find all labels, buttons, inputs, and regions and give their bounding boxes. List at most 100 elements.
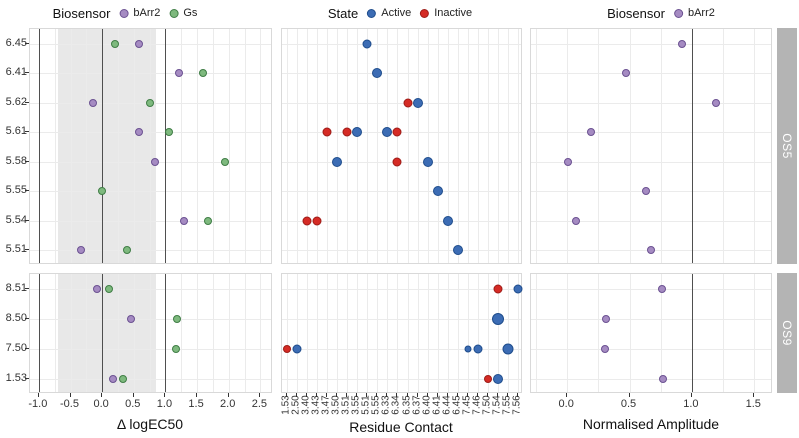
gridline [487,274,489,392]
data-point-red [403,98,413,108]
gridline [427,29,429,263]
facet-strip-os5: OS5 [777,28,797,264]
data-point-blue [452,245,463,256]
gridline [387,29,389,263]
y-tick-label: 5.51 [5,243,27,256]
data-point-purple [135,39,144,48]
x-tick-label: 1.5 [745,398,761,410]
y-tick-mark [25,42,29,44]
data-point-purple [127,315,136,323]
gridline [30,319,271,320]
data-point-blue [492,374,503,384]
gridline [327,29,329,263]
data-point-green [220,157,229,166]
x-tick-mark [496,393,498,397]
data-point-green [172,345,181,353]
data-point-purple [93,285,102,293]
gridline [347,274,349,392]
gridline [317,29,319,263]
gridline [30,161,271,163]
gridline [629,29,631,263]
x-tick-label: 0.5 [125,398,141,410]
gridline [149,274,151,392]
gs-dot-icon [169,8,179,18]
x-tick-mark [426,393,428,397]
data-point-purple [564,157,573,166]
gridline [70,274,72,392]
gridline [197,274,199,392]
x-axis-title-normalised-amplitude: Normalised Amplitude [582,416,720,432]
gridline [723,274,725,392]
x-tick-mark [386,393,388,397]
x-tick-label: -1.0 [28,398,48,410]
x-tick-mark [356,393,358,397]
data-point-blue [422,156,433,167]
x-tick-label: 0.0 [558,398,574,410]
gridline [117,274,119,392]
gridline [30,349,271,350]
gridline [149,29,151,263]
gridline [197,29,199,263]
data-point-purple [657,285,666,293]
data-point-purple [641,187,650,196]
reference-line-1 [691,29,693,263]
gridline [133,274,135,392]
active-dot-icon [367,8,377,18]
x-tick-mark [69,393,71,397]
gridline [228,274,230,392]
barr2-dot-icon [673,8,683,18]
gridline [212,274,214,392]
gridline [531,102,771,104]
legend-item-gs: Gs [169,7,197,19]
reference-line-0 [102,29,104,263]
gridline [287,274,289,392]
data-point-blue [372,68,383,79]
y-tick-label: 5.61 [5,125,27,138]
x-tick-mark [227,393,229,397]
gridline [30,43,271,45]
x-tick-label: 2.0 [220,398,236,410]
x-tick-mark [486,393,488,397]
x-tick-mark [436,393,438,397]
x-tick-mark [416,393,418,397]
data-point-red [283,345,292,353]
gridline [531,220,771,222]
gridline [387,274,389,392]
data-point-red [342,127,352,137]
panel-os5-0 [29,28,272,264]
gridline [517,29,519,263]
gridline [30,289,271,290]
data-point-blue [332,156,343,167]
gridline [407,29,409,263]
gridline [531,132,771,134]
gridline [117,29,119,263]
x-tick-label: 7.56 [511,395,523,415]
gridline [357,29,359,263]
x-tick-label: 1.0 [156,398,173,410]
gridline [367,274,369,392]
gridline [282,220,521,222]
data-point-blue [412,97,423,108]
y-tick-mark [25,101,29,103]
x-axis-title-logec50: Δ logEC50 [116,416,184,432]
x-tick-mark [196,393,198,397]
legend-title: Biosensor [607,5,665,21]
gridline [487,29,489,263]
gridline [282,250,521,252]
x-tick-mark [37,393,39,397]
data-point-purple [89,98,98,107]
legend-item-inactive: Inactive [420,7,472,19]
x-tick-mark [628,393,630,397]
gridline [447,274,449,392]
y-tick-label: 8.50 [5,312,27,324]
gridline [467,29,469,263]
gridline [660,29,662,263]
x-tick-mark [336,393,338,397]
x-tick-label: 0.0 [93,398,109,410]
legend-item-active: Active [367,7,411,19]
y-tick-label: 6.45 [5,36,27,49]
gridline [287,29,289,263]
gridline [531,43,771,45]
data-point-purple [174,69,183,78]
data-point-blue [502,343,514,355]
